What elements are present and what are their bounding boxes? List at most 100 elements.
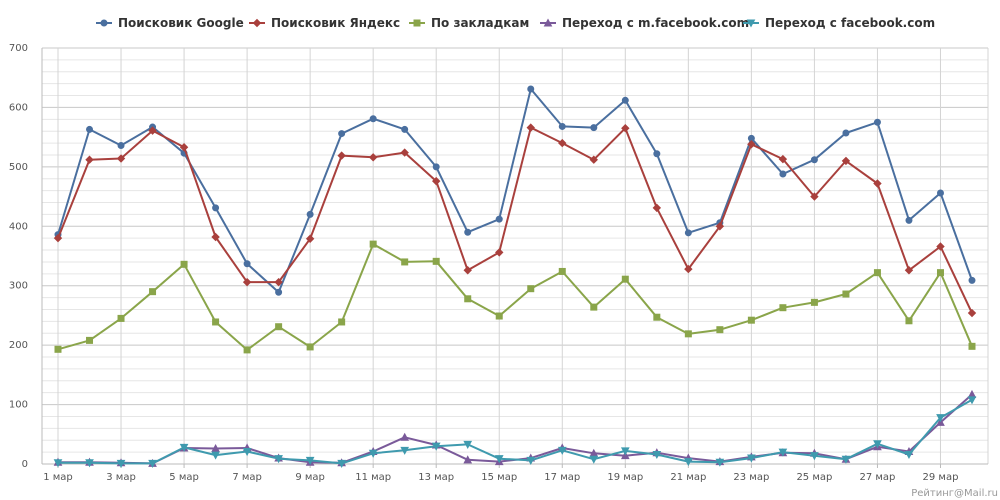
legend-marker bbox=[100, 19, 108, 27]
data-point bbox=[967, 396, 977, 405]
data-point bbox=[242, 277, 252, 287]
legend-item: Переход с facebook.com bbox=[743, 16, 935, 30]
data-point bbox=[54, 345, 62, 353]
data-point bbox=[716, 326, 724, 334]
data-point bbox=[652, 203, 662, 213]
data-point bbox=[431, 176, 441, 186]
x-tick-label: 7 мар bbox=[232, 472, 262, 483]
legend-label: Поисковик Google bbox=[118, 16, 244, 30]
data-point bbox=[779, 304, 787, 312]
data-point bbox=[86, 336, 94, 344]
series-line bbox=[57, 88, 973, 294]
data-point bbox=[274, 455, 283, 464]
data-point bbox=[400, 446, 410, 455]
data-point bbox=[463, 440, 473, 449]
data-point bbox=[621, 124, 630, 133]
data-point bbox=[810, 452, 819, 461]
data-point bbox=[495, 248, 504, 257]
data-point bbox=[274, 277, 283, 287]
series-1 bbox=[54, 85, 976, 296]
x-tick-label: 15 мар bbox=[481, 472, 517, 483]
data-point bbox=[117, 314, 125, 322]
data-point bbox=[305, 456, 315, 465]
data-point bbox=[810, 298, 818, 306]
legend-marker bbox=[413, 19, 421, 27]
x-tick-label: 3 мар bbox=[106, 472, 136, 483]
data-point bbox=[905, 317, 913, 325]
data-point bbox=[778, 448, 788, 457]
data-point bbox=[85, 459, 94, 468]
data-point bbox=[715, 458, 725, 467]
data-point bbox=[558, 267, 566, 275]
data-point bbox=[747, 454, 756, 463]
data-point bbox=[212, 204, 220, 212]
data-point bbox=[86, 125, 94, 133]
data-point bbox=[715, 222, 725, 231]
data-point bbox=[936, 189, 944, 197]
data-point bbox=[243, 260, 251, 268]
data-point bbox=[873, 179, 882, 188]
data-point bbox=[557, 446, 567, 455]
data-point bbox=[211, 443, 220, 453]
x-tick-label: 1 мар bbox=[43, 472, 73, 483]
data-point bbox=[116, 459, 126, 468]
data-point bbox=[590, 303, 598, 311]
data-point bbox=[842, 290, 850, 298]
x-tick-label: 5 мар bbox=[169, 472, 199, 483]
legend-item: По закладкам bbox=[409, 16, 529, 30]
data-point bbox=[148, 126, 157, 135]
data-point bbox=[306, 343, 314, 351]
data-point bbox=[464, 295, 472, 303]
data-point bbox=[464, 228, 472, 236]
x-tick-label: 27 мар bbox=[859, 472, 895, 483]
data-point bbox=[463, 455, 473, 464]
data-point bbox=[747, 140, 756, 149]
data-point bbox=[841, 455, 851, 464]
data-point bbox=[904, 450, 914, 460]
data-point bbox=[873, 118, 881, 126]
data-point bbox=[180, 260, 188, 268]
data-point bbox=[841, 156, 851, 166]
series-2 bbox=[53, 123, 977, 318]
x-tick-label: 21 мар bbox=[670, 472, 706, 483]
y-tick-label: 200 bbox=[9, 340, 28, 351]
data-point bbox=[968, 276, 976, 284]
data-point bbox=[779, 170, 787, 178]
data-point bbox=[936, 414, 945, 423]
data-point bbox=[558, 138, 567, 148]
series-5 bbox=[53, 396, 977, 468]
data-point bbox=[494, 455, 504, 464]
data-point bbox=[368, 449, 378, 458]
x-tick-label: 19 мар bbox=[607, 472, 643, 483]
data-point bbox=[337, 151, 346, 160]
data-point bbox=[242, 448, 252, 457]
data-point bbox=[338, 130, 346, 138]
data-point bbox=[527, 285, 535, 293]
data-point bbox=[527, 85, 535, 93]
x-tick-label: 9 мар bbox=[295, 472, 325, 483]
data-point bbox=[211, 232, 220, 242]
data-point bbox=[212, 318, 220, 326]
data-point bbox=[305, 234, 315, 243]
data-point bbox=[85, 155, 94, 164]
y-tick-label: 300 bbox=[9, 281, 28, 292]
data-point bbox=[620, 447, 630, 456]
legend-label: По закладкам bbox=[431, 16, 529, 30]
data-point bbox=[621, 275, 629, 283]
series-lines bbox=[53, 85, 977, 468]
data-point bbox=[243, 346, 251, 354]
data-point bbox=[653, 313, 661, 321]
data-point bbox=[684, 264, 693, 274]
legend-label: Поисковик Яндекс bbox=[271, 16, 400, 30]
legend-label: Переход с m.facebook.com bbox=[562, 16, 749, 30]
data-point bbox=[148, 459, 157, 468]
data-point bbox=[778, 154, 788, 164]
data-point bbox=[400, 148, 409, 157]
data-point bbox=[149, 288, 157, 296]
data-point bbox=[495, 312, 503, 320]
data-point bbox=[589, 455, 599, 464]
y-tick-label: 500 bbox=[9, 162, 28, 173]
data-point bbox=[652, 450, 662, 460]
data-point bbox=[590, 124, 598, 132]
data-point bbox=[306, 210, 314, 218]
